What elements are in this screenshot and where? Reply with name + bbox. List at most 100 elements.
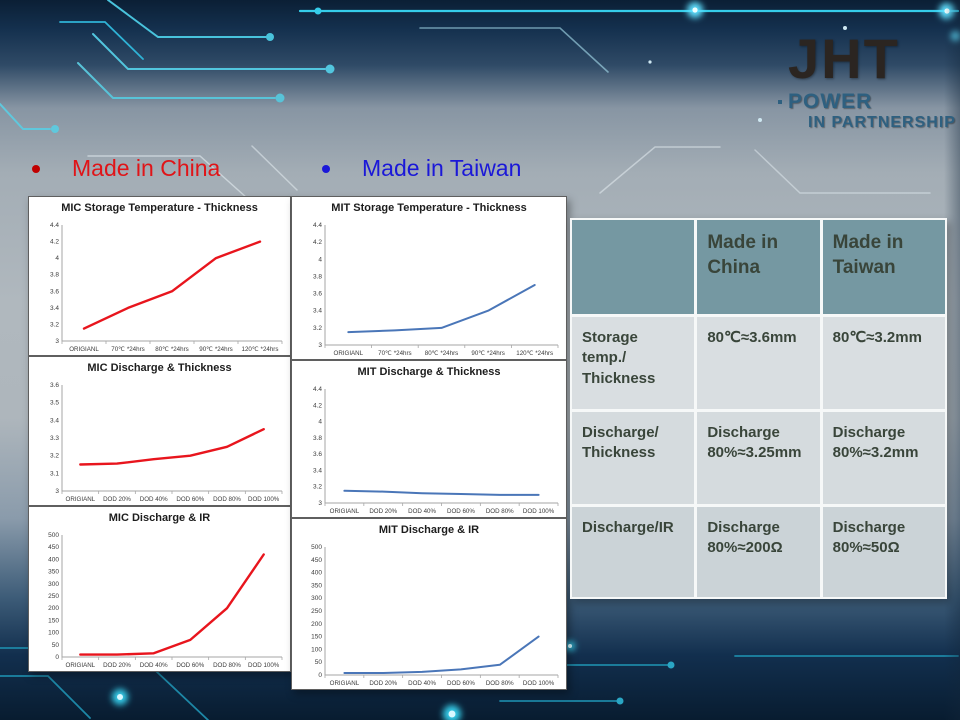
svg-text:4: 4 — [55, 255, 59, 262]
chart-mit-discharge-ir: MIT Discharge & IR 0 50 100 150 200 250 300 350 4… — [291, 518, 567, 690]
svg-text:DOD 80%: DOD 80% — [213, 496, 241, 503]
svg-text:DOD 60%: DOD 60% — [176, 662, 204, 669]
svg-text:3.5: 3.5 — [50, 400, 59, 407]
bullet-china-label: Made in China — [72, 155, 221, 181]
svg-text:120℃ *24hrs: 120℃ *24hrs — [242, 346, 279, 353]
svg-text:DOD 20%: DOD 20% — [103, 662, 131, 669]
svg-text:3.4: 3.4 — [313, 308, 322, 315]
svg-text:90℃ *24hrs: 90℃ *24hrs — [199, 346, 232, 353]
svg-text:DOD 40%: DOD 40% — [140, 496, 168, 503]
svg-text:DOD 20%: DOD 20% — [369, 680, 397, 687]
svg-text:250: 250 — [311, 608, 322, 615]
svg-text:3: 3 — [318, 500, 322, 507]
bullet-taiwan-label: Made in Taiwan — [362, 155, 522, 181]
svg-text:3.2: 3.2 — [50, 321, 59, 328]
svg-text:120℃ *24hrs: 120℃ *24hrs — [516, 350, 553, 357]
logo-tagline-1: POWER — [778, 90, 958, 114]
svg-text:DOD 60%: DOD 60% — [447, 508, 475, 515]
svg-text:450: 450 — [311, 557, 322, 564]
svg-text:4.4: 4.4 — [313, 222, 322, 229]
svg-text:70℃ *24hrs: 70℃ *24hrs — [111, 346, 144, 353]
svg-text:3.1: 3.1 — [50, 470, 59, 477]
svg-text:250: 250 — [48, 593, 59, 600]
svg-text:150: 150 — [311, 634, 322, 641]
svg-text:70℃ *24hrs: 70℃ *24hrs — [378, 350, 411, 357]
svg-text:DOD 40%: DOD 40% — [408, 508, 436, 515]
svg-text:ORIGIANL: ORIGIANL — [330, 508, 360, 515]
table-cell-taiwan: Discharge 80%≈50Ω — [822, 507, 945, 597]
svg-text:50: 50 — [52, 642, 60, 649]
svg-text:DOD 60%: DOD 60% — [447, 680, 475, 687]
svg-text:3.6: 3.6 — [313, 451, 322, 458]
svg-text:50: 50 — [315, 659, 323, 666]
svg-text:4: 4 — [318, 419, 322, 426]
svg-text:400: 400 — [311, 570, 322, 577]
logo-tagline-1-text: POWER — [788, 90, 873, 114]
svg-text:DOD 40%: DOD 40% — [140, 662, 168, 669]
chart-title: MIC Storage Temperature - Thickness — [61, 202, 258, 214]
svg-text:150: 150 — [48, 617, 59, 624]
svg-text:3.2: 3.2 — [313, 484, 322, 491]
svg-text:300: 300 — [311, 595, 322, 602]
table-header-taiwan: Made in Taiwan — [822, 220, 945, 314]
svg-text:3: 3 — [55, 338, 59, 345]
table-header-china: Made in China — [697, 220, 820, 314]
chart-title: MIT Discharge & IR — [378, 524, 480, 536]
svg-text:3.6: 3.6 — [50, 288, 59, 295]
chart-mic-discharge-ir: MIC Discharge & IR 0 50 100 150 200 250 300 350 4… — [28, 506, 291, 672]
svg-text:0: 0 — [55, 654, 59, 661]
svg-text:300: 300 — [48, 581, 59, 588]
blue-bullet-icon — [322, 164, 330, 173]
svg-text:3.2: 3.2 — [313, 325, 322, 332]
svg-text:3.8: 3.8 — [313, 273, 322, 280]
svg-text:450: 450 — [48, 544, 59, 551]
chart-mit-discharge-thickness: MIT Discharge & Thickness 3 3.2 3.4 3.6 3.8 4 4… — [291, 360, 567, 518]
jht-logo: JHT POWER IN PARTNERSHIP — [778, 27, 958, 132]
logo-dot-icon — [778, 100, 782, 105]
svg-text:3: 3 — [318, 342, 322, 349]
svg-text:DOD 60%: DOD 60% — [176, 496, 204, 503]
logo-tagline-2: IN PARTNERSHIP — [808, 114, 956, 132]
svg-text:80℃ *24hrs: 80℃ *24hrs — [425, 350, 458, 357]
svg-text:100: 100 — [48, 630, 59, 637]
chart-title: MIC Discharge & Thickness — [87, 362, 232, 374]
bullet-made-in-taiwan: Made in Taiwan — [322, 155, 521, 182]
svg-text:200: 200 — [311, 621, 322, 628]
svg-text:3.4: 3.4 — [313, 467, 322, 474]
svg-text:3.4: 3.4 — [50, 305, 59, 312]
chart-column-mic: MIC Storage Temperature - Thickness 3 3.2 3… — [28, 196, 291, 672]
svg-text:DOD 100%: DOD 100% — [523, 680, 555, 687]
svg-text:DOD 80%: DOD 80% — [486, 508, 514, 515]
svg-text:DOD 100%: DOD 100% — [523, 508, 555, 515]
svg-text:ORIGIANL: ORIGIANL — [69, 346, 99, 353]
svg-text:ORIGIANL: ORIGIANL — [330, 680, 360, 687]
table-row-label: Discharge/ Thickness — [572, 412, 695, 504]
svg-text:350: 350 — [311, 582, 322, 589]
svg-text:ORIGIANL: ORIGIANL — [66, 496, 96, 503]
chart-title: MIT Storage Temperature - Thickness — [331, 202, 527, 214]
svg-text:80℃ *24hrs: 80℃ *24hrs — [155, 346, 188, 353]
red-bullet-icon — [32, 164, 40, 173]
svg-text:0: 0 — [318, 672, 322, 679]
svg-text:90℃ *24hrs: 90℃ *24hrs — [471, 350, 504, 357]
svg-text:DOD 80%: DOD 80% — [486, 680, 514, 687]
chart-mic-discharge-thickness: MIC Discharge & Thickness 3 3.1 3.2 3.3 3.4 3.… — [28, 356, 291, 506]
svg-text:4.2: 4.2 — [313, 402, 322, 409]
svg-text:400: 400 — [48, 556, 59, 563]
svg-text:4.2: 4.2 — [50, 239, 59, 246]
logo-name: JHT — [788, 27, 900, 90]
table-header-blank — [572, 220, 695, 314]
svg-text:3.2: 3.2 — [50, 453, 59, 460]
svg-text:4.4: 4.4 — [313, 386, 322, 393]
svg-text:ORIGIANL: ORIGIANL — [334, 350, 364, 357]
svg-text:DOD 100%: DOD 100% — [248, 496, 280, 503]
svg-text:500: 500 — [48, 532, 59, 539]
chart-mit-storage-temp-thickness: MIT Storage Temperature - Thickness 3 3.2 3… — [291, 196, 567, 360]
table-row-label: Discharge/IR — [572, 507, 695, 597]
table-cell-china: Discharge 80%≈200Ω — [697, 507, 820, 597]
svg-text:200: 200 — [48, 605, 59, 612]
svg-text:4: 4 — [318, 256, 322, 263]
svg-text:500: 500 — [311, 544, 322, 551]
svg-text:DOD 20%: DOD 20% — [369, 508, 397, 515]
